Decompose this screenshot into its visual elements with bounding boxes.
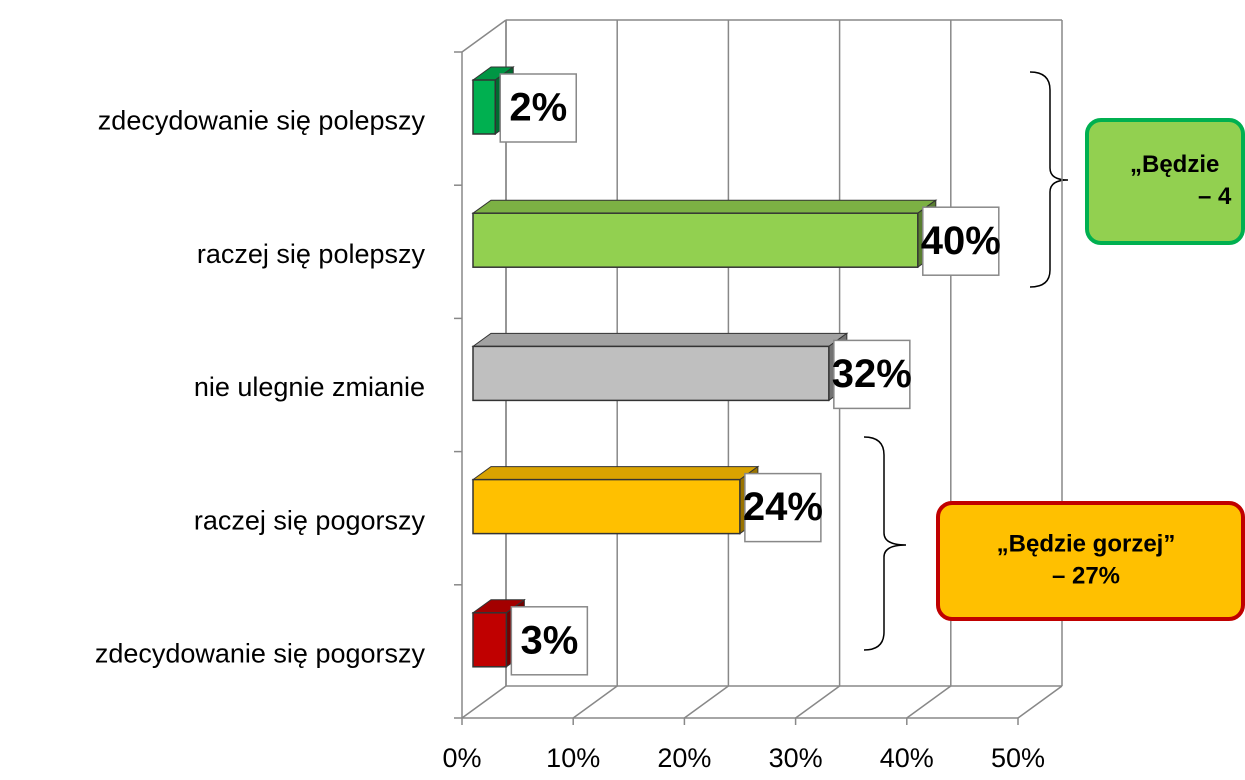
- bar-top: [471, 199, 938, 214]
- brace-better: [1029, 71, 1069, 288]
- bar-group: [471, 332, 849, 402]
- category-label: nie ulegnie zmianie: [194, 372, 425, 402]
- bar-top: [471, 332, 849, 347]
- bar-group: [471, 199, 938, 269]
- left-wall-top: [461, 19, 507, 53]
- value-label: 3%: [520, 618, 578, 662]
- floor-grid-line: [572, 685, 618, 719]
- x-tick-label: 10%: [546, 743, 600, 773]
- floor-grid-line: [683, 685, 729, 719]
- annotation-text: – 27%: [1052, 562, 1120, 589]
- annotation-text: – 4: [1198, 183, 1232, 210]
- bar: [472, 79, 496, 135]
- value-label-box: [510, 606, 589, 676]
- x-tick-label: 0%: [442, 743, 481, 773]
- value-label-box: [499, 73, 577, 143]
- value-label: 32%: [832, 352, 912, 396]
- floor-grid-line: [795, 685, 841, 719]
- annotation-box: [936, 501, 1245, 621]
- floor-grid-line: [461, 685, 507, 719]
- category-label: zdecydowanie się polepszy: [98, 106, 426, 136]
- value-label-box: [744, 472, 822, 543]
- category-label: raczej się polepszy: [197, 239, 426, 269]
- floor-grid-line: [906, 685, 952, 719]
- bar: [472, 478, 741, 535]
- bar-top: [471, 466, 760, 481]
- brace-worse: [863, 436, 907, 651]
- value-label: 40%: [921, 219, 1001, 263]
- value-label: 2%: [509, 86, 567, 130]
- x-tick-label: 20%: [657, 743, 711, 773]
- bar: [472, 345, 830, 402]
- bar-group: [471, 465, 760, 535]
- annotation-box: [1085, 118, 1245, 245]
- value-label: 24%: [743, 485, 823, 529]
- x-tick-label: 40%: [880, 743, 934, 773]
- value-label-box: [922, 206, 1000, 276]
- x-tick-label: 50%: [991, 743, 1045, 773]
- category-label: raczej się pogorszy: [194, 505, 426, 535]
- category-label: zdecydowanie się pogorszy: [95, 639, 426, 669]
- annotation-text: „Będzie gorzej”: [997, 530, 1176, 557]
- bar: [472, 612, 508, 668]
- x-tick-label: 30%: [769, 743, 823, 773]
- annotation-text: „Będzie: [1130, 151, 1219, 178]
- value-label-box: [833, 339, 911, 410]
- bar: [472, 212, 919, 268]
- floor-grid-line: [1017, 685, 1063, 719]
